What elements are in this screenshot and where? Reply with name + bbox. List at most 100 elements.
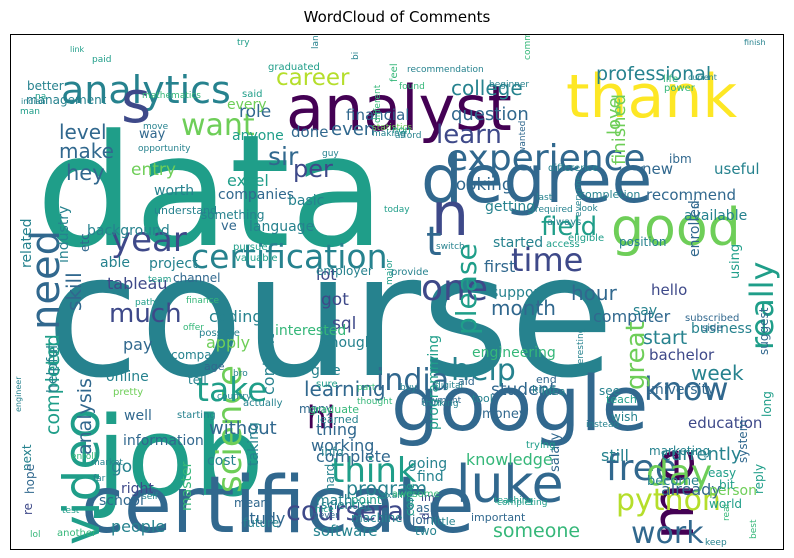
cloud-word: cert xyxy=(42,340,64,377)
cloud-word: role xyxy=(239,102,271,122)
cloud-word: good xyxy=(611,198,741,258)
cloud-word: comment xyxy=(523,35,533,60)
cloud-word: bit xyxy=(719,478,735,492)
cloud-word: certification xyxy=(191,237,388,276)
cloud-word: valuable xyxy=(235,253,278,264)
cloud-word: sir xyxy=(268,142,299,171)
cloud-word: language xyxy=(249,219,314,235)
cloud-word: really xyxy=(743,262,781,350)
cloud-word: analysis xyxy=(74,378,96,455)
cloud-word: n xyxy=(431,180,469,250)
cloud-word: video xyxy=(53,408,111,545)
cloud-word: man xyxy=(20,107,40,117)
cloud-word: hour xyxy=(571,281,618,305)
cloud-word: think xyxy=(331,451,417,491)
cloud-word: study xyxy=(241,509,285,528)
cloud-word: position xyxy=(619,235,667,249)
cloud-word: t xyxy=(426,219,442,265)
cloud-word: learn xyxy=(436,120,502,150)
cloud-word: future xyxy=(243,516,279,530)
cloud-word: looking xyxy=(451,175,513,195)
cloud-word: come xyxy=(403,483,417,516)
cloud-word: excel xyxy=(227,171,269,190)
cloud-word: suggest xyxy=(757,307,771,355)
cloud-word: last xyxy=(536,193,553,203)
cloud-word: thank xyxy=(566,62,737,132)
cloud-word: content xyxy=(259,334,278,395)
cloud-word: done xyxy=(291,123,328,141)
cloud-word: hope xyxy=(23,464,37,494)
cloud-word: self xyxy=(142,492,159,502)
cloud-word: without xyxy=(209,418,277,439)
cloud-word: month xyxy=(491,296,556,320)
cloud-word: project xyxy=(149,256,198,272)
cloud-word: every xyxy=(227,97,267,113)
cloud-word: indian xyxy=(21,97,46,106)
cloud-word: far xyxy=(93,474,106,484)
cloud-word: already xyxy=(661,480,721,499)
cloud-word: difference xyxy=(548,163,598,174)
cloud-word: company xyxy=(171,348,226,362)
cloud-word: entry xyxy=(131,160,176,180)
cloud-word: little xyxy=(431,515,456,528)
cloud-word: machine xyxy=(351,511,403,525)
cloud-word: non xyxy=(392,125,411,136)
cloud-word: s xyxy=(121,68,151,136)
cloud-word: available xyxy=(684,208,747,224)
cloud-word: na xyxy=(35,92,46,102)
cloud-word: bachelor xyxy=(649,346,715,364)
cloud-word: much xyxy=(109,299,182,329)
cloud-word: me xyxy=(639,448,707,540)
cloud-word: team xyxy=(148,275,171,285)
cloud-word: subscribed xyxy=(685,313,739,324)
cloud-word: interested xyxy=(275,323,346,339)
cloud-word: feel xyxy=(389,63,400,82)
cloud-word: interesting xyxy=(576,328,586,376)
cloud-word: program xyxy=(346,478,427,500)
cloud-word: possible xyxy=(199,328,240,339)
cloud-word: online xyxy=(106,369,149,385)
cloud-word: going xyxy=(408,456,447,472)
cloud-word: well xyxy=(124,408,152,424)
cloud-word: free xyxy=(606,448,677,489)
cloud-word: marketing xyxy=(649,444,710,458)
cloud-word: current xyxy=(688,73,717,82)
cloud-word: sql xyxy=(332,314,356,334)
cloud-word: graduate xyxy=(309,403,359,416)
cloud-word: one xyxy=(421,268,488,309)
cloud-word: real xyxy=(722,504,732,521)
cloud-word: path xyxy=(135,298,155,308)
cloud-word: learned xyxy=(317,413,359,426)
cloud-word: country xyxy=(217,392,252,402)
cloud-word: way xyxy=(139,127,166,142)
cloud-word: helpful xyxy=(45,345,61,393)
cloud-word: enroll xyxy=(71,452,96,462)
cloud-word: industry xyxy=(56,206,72,263)
cloud-word: today xyxy=(384,205,410,215)
cloud-word: everyone xyxy=(574,174,584,217)
cloud-word: science xyxy=(210,365,250,493)
cloud-word: new xyxy=(642,160,673,178)
cloud-word: person xyxy=(709,483,757,499)
cloud-word: cost xyxy=(207,453,237,469)
cloud-word: switch xyxy=(436,242,465,252)
cloud-word: information xyxy=(123,433,204,449)
cloud-word: python xyxy=(616,483,721,518)
cloud-word: sure xyxy=(316,379,338,390)
cloud-word: education xyxy=(688,414,762,432)
cloud-word: better xyxy=(27,79,64,93)
cloud-word: finished xyxy=(609,94,630,165)
cloud-word: engineering xyxy=(472,345,556,361)
cloud-word: next xyxy=(20,444,34,471)
cloud-word: finish xyxy=(744,38,766,47)
cloud-word: found xyxy=(399,82,425,92)
cloud-word: worth xyxy=(154,183,194,199)
cloud-word: india xyxy=(376,363,449,398)
cloud-word: useful xyxy=(714,160,760,178)
cloud-word: getting xyxy=(485,199,535,215)
cloud-word: student xyxy=(491,380,556,400)
cloud-word: master xyxy=(179,461,195,511)
cloud-word: complete xyxy=(316,447,391,466)
cloud-word: experience xyxy=(446,138,646,179)
cloud-word: recommend xyxy=(646,186,736,204)
